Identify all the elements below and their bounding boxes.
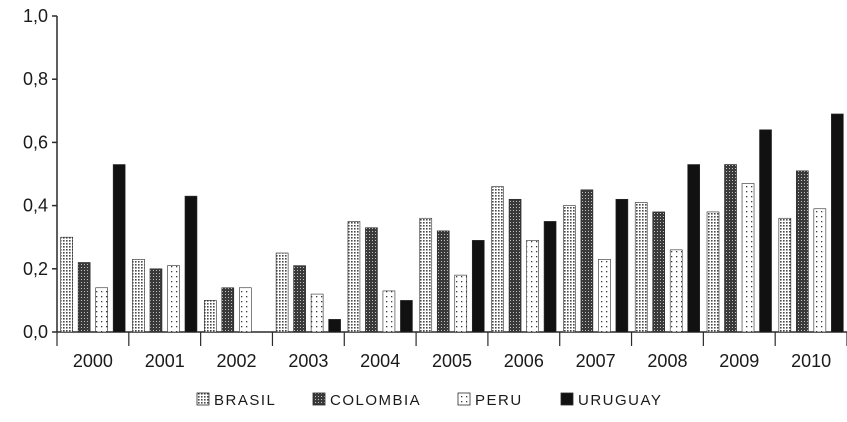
bar-peru-2002 [238,287,252,333]
y-tick-label: 0,2 [23,259,48,279]
bar-peru-2009 [741,183,755,333]
bar-peru-2008 [669,249,683,333]
bar-peru-2005 [454,274,468,333]
x-axis: 2000 2001 2002 2003 2004 2005 2006 2007 2008 2009… [56,331,847,371]
bar-peru-2010 [813,208,827,333]
legend-label-brasil: BRASIL [214,392,276,409]
bar-uruguay-2007 [615,198,629,333]
legend-label-colombia: COLOMBIA [330,392,421,409]
x-category-label: 2001 [145,351,185,371]
x-category-label: 2006 [504,351,544,371]
bar-colombia-2009 [724,164,737,333]
x-category-label: 2007 [576,351,616,371]
bar-peru-2004 [382,290,396,333]
legend: BRASIL COLOMBIA PERU URUGUAY [196,392,662,409]
bar-colombia-2001 [149,268,163,333]
legend-swatch-colombia [312,392,326,406]
legend-label-uruguay: URUGUAY [578,392,662,409]
bar-uruguay-2006 [543,221,557,333]
legend-swatch-uruguay [560,392,574,406]
legend-swatch-peru [457,392,471,406]
x-category-label: 2004 [360,351,400,371]
bar-peru-2007 [598,259,611,333]
bar-peru-2000 [95,287,108,333]
bar-uruguay-2004 [400,300,413,333]
bar-peru-2001 [167,265,180,333]
bar-uruguay-2005 [471,240,485,333]
bar-brasil-2006 [491,186,504,333]
x-category-label: 2009 [719,351,759,371]
bar-colombia-2000 [77,262,91,333]
x-category-label: 2008 [647,351,687,371]
bar-brasil-2007 [563,205,576,333]
bar-peru-2003 [310,293,324,333]
y-axis: 0,0 0,2 0,4 0,6 0,8 1,0 [23,6,58,342]
bars [60,113,844,333]
bar-uruguay-2000 [112,164,126,333]
bar-uruguay-2008 [687,164,701,333]
bar-colombia-2004 [365,227,378,333]
bar-brasil-2002 [203,300,217,333]
bar-colombia-2005 [436,230,450,333]
bar-colombia-2008 [652,211,666,333]
bar-colombia-2002 [221,287,235,333]
bar-brasil-2003 [275,252,289,333]
bar-brasil-2009 [706,211,720,333]
bar-uruguay-2009 [759,129,772,333]
bar-uruguay-2001 [184,195,198,333]
legend-swatch-brasil [196,392,210,406]
bar-peru-2006 [526,240,539,333]
bar-colombia-2007 [580,189,594,333]
x-category-label: 2005 [432,351,472,371]
bar-uruguay-2003 [328,319,341,333]
y-tick-label: 0,6 [23,132,48,152]
y-tick-label: 1,0 [23,6,48,26]
x-category-label: 2002 [217,351,257,371]
bar-brasil-2010 [778,217,792,333]
bar-brasil-2001 [132,259,145,333]
x-category-label: 2003 [288,351,328,371]
bar-colombia-2010 [796,170,809,333]
x-category-label: 2000 [73,351,113,371]
bar-brasil-2005 [419,217,433,333]
y-tick-label: 0,8 [23,69,48,89]
bar-uruguay-2010 [831,113,844,333]
y-tick-label: 0,0 [23,322,48,342]
bar-brasil-2000 [60,236,73,333]
bar-colombia-2003 [293,265,306,333]
bar-brasil-2008 [634,202,648,333]
bar-brasil-2004 [347,221,361,333]
x-category-label: 2010 [791,351,831,371]
y-tick-label: 0,4 [23,196,48,216]
legend-label-peru: PERU [475,392,523,409]
bar-colombia-2006 [508,198,522,333]
